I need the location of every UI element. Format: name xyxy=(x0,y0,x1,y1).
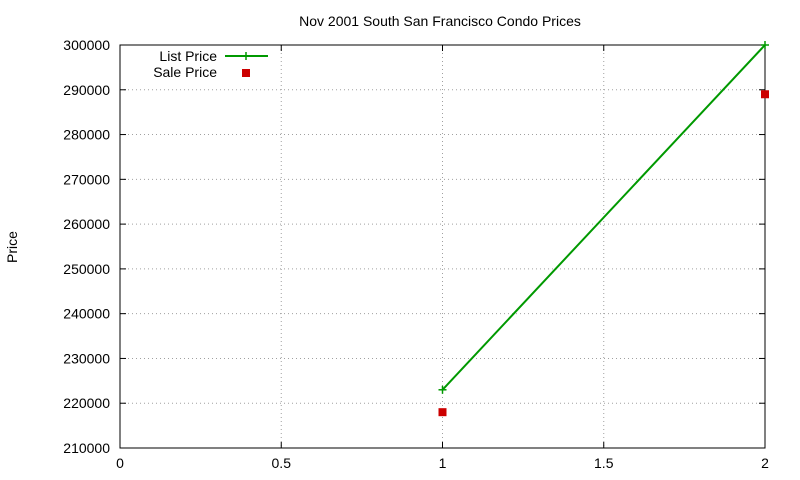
data-point-list-price xyxy=(761,41,769,49)
data-point-sale-price xyxy=(438,408,447,417)
y-tick-label: 220000 xyxy=(63,395,110,411)
x-tick-label: 2 xyxy=(761,455,769,471)
y-tick-label: 280000 xyxy=(63,127,110,143)
y-axis-label: Price xyxy=(4,231,20,263)
data-point-sale-price xyxy=(761,90,769,99)
legend-swatch-marker xyxy=(242,52,250,60)
data-point-list-price xyxy=(438,385,447,394)
y-tick-label: 230000 xyxy=(63,350,110,366)
x-tick-label: 1.5 xyxy=(594,455,614,471)
y-tick-label: 260000 xyxy=(63,216,110,232)
y-tick-label: 270000 xyxy=(63,171,110,187)
axes: 210000 220000 230000 240000 250000 260000 2700… xyxy=(63,37,769,471)
x-tick-label: 0.5 xyxy=(272,455,292,471)
series xyxy=(438,41,769,417)
x-tick-label: 1 xyxy=(439,455,447,471)
series-line-list-price xyxy=(441,44,766,391)
y-tick-label: 300000 xyxy=(63,37,110,53)
x-tick-label: 0 xyxy=(116,455,124,471)
legend-label: Sale Price xyxy=(153,64,217,80)
y-tick-label: 210000 xyxy=(63,440,110,456)
y-tick-label: 290000 xyxy=(63,82,110,98)
chart-title: Nov 2001 South San Francisco Condo Price… xyxy=(299,13,581,29)
legend-label: List Price xyxy=(159,48,217,64)
y-tick-label: 250000 xyxy=(63,261,110,277)
y-tick-label: 240000 xyxy=(63,306,110,322)
legend-swatch-marker xyxy=(242,69,250,77)
